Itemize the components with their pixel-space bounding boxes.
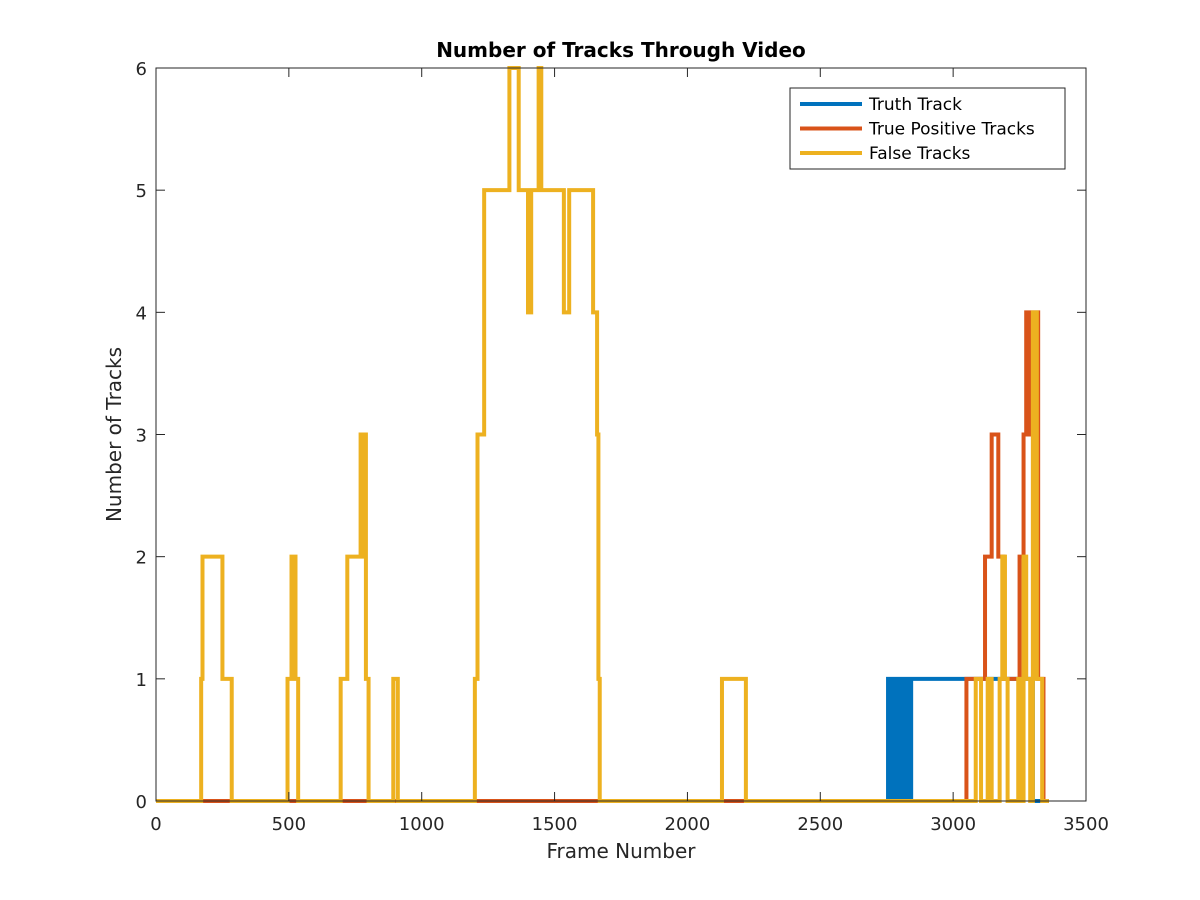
y-tick-label: 0 [136, 792, 147, 813]
x-tick-label: 1000 [399, 814, 445, 835]
legend-label: Truth Track [868, 95, 962, 115]
x-tick-label: 1500 [532, 814, 578, 835]
legend-label: False Tracks [869, 144, 971, 164]
axes-layer: 0 500 1000 1500 2000 2500 3000 3500 0 1 2 3 4 5 6 [136, 59, 1109, 835]
plot-area [156, 68, 1086, 801]
x-tick-label: 2500 [797, 814, 843, 835]
x-tick-label: 3000 [930, 814, 976, 835]
x-tick-label: 3500 [1063, 814, 1109, 835]
legend-label: True Positive Tracks [868, 120, 1035, 140]
legend-items: Truth Track True Positive Tracks False Tra… [800, 95, 1035, 164]
chart-title: Number of Tracks Through Video [436, 38, 806, 62]
y-tick-label: 3 [136, 426, 147, 447]
x-tick-label: 500 [272, 814, 306, 835]
x-tick-label: 0 [150, 814, 161, 835]
x-tick-label: 2000 [665, 814, 711, 835]
y-tick-label: 4 [136, 303, 147, 324]
y-axis-label: Number of Tracks [102, 347, 126, 522]
legend: Truth Track True Positive Tracks False Tra… [789, 87, 1066, 170]
y-tick-label: 2 [136, 548, 147, 569]
y-tick-label: 1 [136, 670, 147, 691]
y-tick-label: 6 [136, 59, 147, 80]
x-axis-label: Frame Number [546, 839, 696, 863]
y-tick-label: 5 [136, 181, 147, 202]
